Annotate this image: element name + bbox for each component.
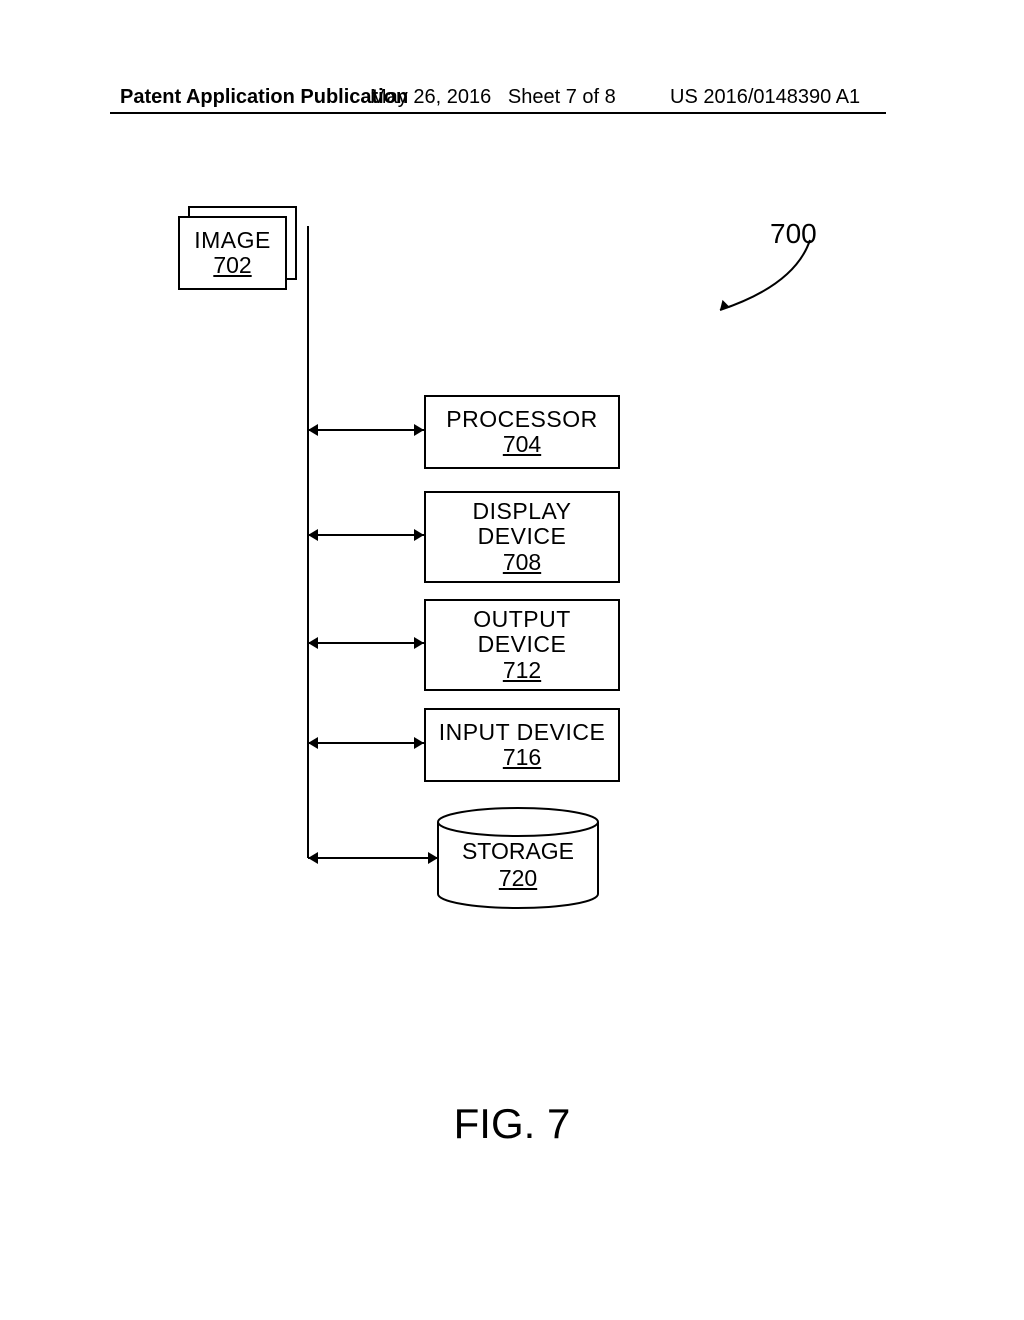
storage-block: STORAGE 720: [438, 822, 598, 908]
storage-label: STORAGE: [438, 838, 598, 865]
figure-7-diagram: IMAGE 702 PROCESSOR 704 DISPLAY DEVICE 7…: [0, 0, 1024, 1320]
figure-caption: FIG. 7: [0, 1100, 1024, 1148]
storage-num: 720: [438, 865, 598, 892]
system-ref-label: 700: [770, 218, 817, 250]
